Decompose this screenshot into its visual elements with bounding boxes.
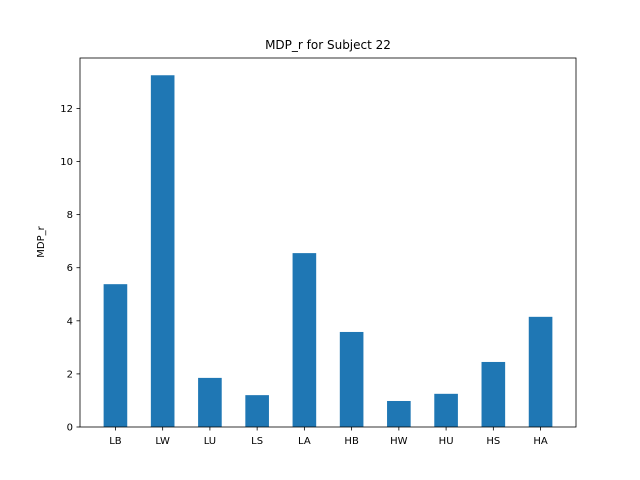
y-tick-label: 0: [67, 423, 73, 434]
y-axis-label: MDP_r: [36, 225, 47, 257]
bar-ls: [245, 395, 269, 427]
x-tick-label: LW: [155, 436, 170, 447]
bar-hb: [339, 331, 364, 427]
bars-group: [103, 75, 553, 427]
x-tick-label: HA: [533, 436, 548, 447]
y-tick-label: 4: [67, 316, 73, 327]
chart-title: MDP_r for Subject 22: [265, 38, 391, 52]
plot-frame: [79, 57, 577, 428]
x-tick-label: HB: [344, 436, 359, 447]
bar-ha: [528, 316, 553, 427]
bar-lu: [198, 377, 222, 427]
x-axis-ticks: LB LW LU LS LA HB HW HU HS HA: [109, 427, 548, 447]
bar-hs: [481, 361, 506, 427]
x-tick-label: HS: [486, 436, 500, 447]
x-tick-label: LU: [204, 436, 216, 447]
x-tick-label: HU: [439, 436, 454, 447]
bar-hw: [387, 400, 411, 427]
y-tick-label: 12: [60, 104, 73, 115]
x-tick-label: LA: [298, 436, 311, 447]
y-tick-label: 6: [67, 263, 73, 274]
bar-la: [292, 253, 317, 427]
y-tick-label: 2: [67, 369, 73, 380]
x-tick-label: LB: [109, 436, 122, 447]
bar-hu: [434, 393, 458, 427]
y-tick-label: 10: [60, 157, 73, 168]
x-tick-label: LS: [251, 436, 263, 447]
bar-lw: [150, 75, 175, 427]
x-tick-label: HW: [390, 436, 408, 447]
y-axis-ticks: 0 2 4 6 8 10 12: [60, 104, 80, 434]
bar-lb: [103, 284, 128, 427]
y-tick-label: 8: [67, 210, 73, 221]
